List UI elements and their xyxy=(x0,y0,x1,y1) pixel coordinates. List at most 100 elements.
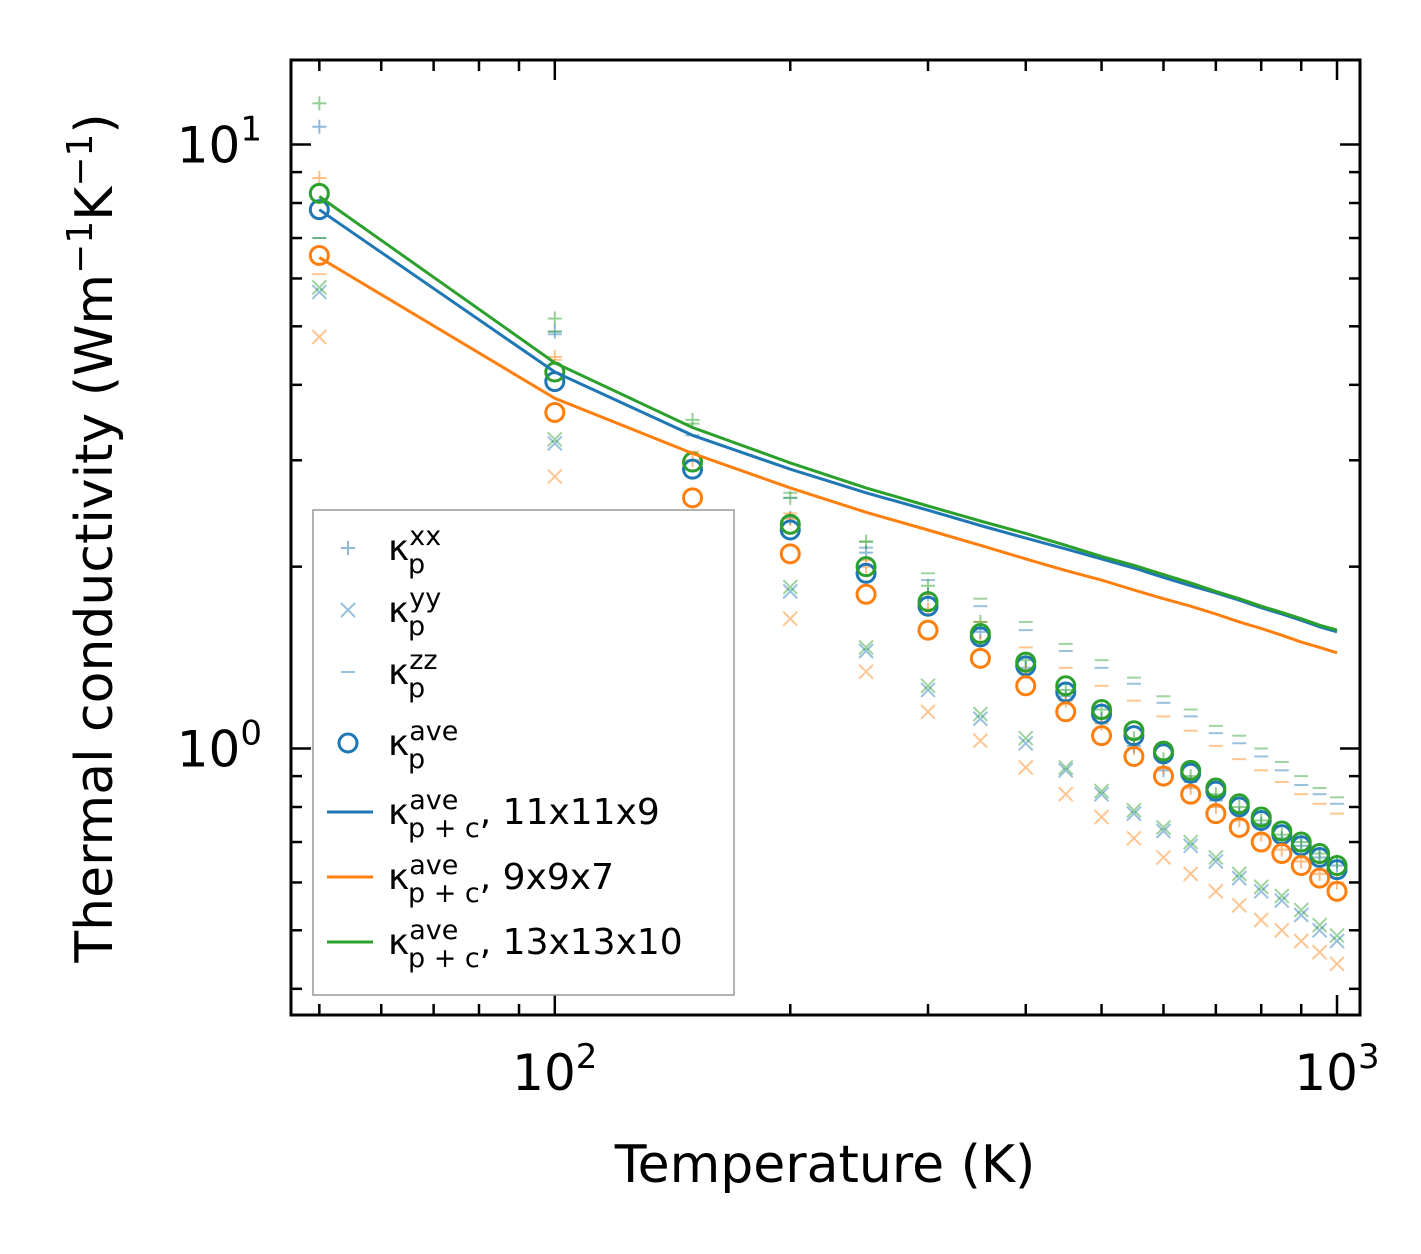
kyy-point-9x9x7-750-b xyxy=(1231,897,1247,913)
kyy-point-13x13x10-750 xyxy=(1231,866,1247,882)
kyy-point-11x11x9-50-b xyxy=(311,284,328,300)
kave-point-13x13x10-350 xyxy=(969,623,991,645)
kyy-point-9x9x7-400 xyxy=(1018,759,1034,776)
kxx-point-13x13x10-250 xyxy=(859,534,874,549)
kyy-point-11x11x9-200-a xyxy=(782,583,798,600)
kyy-point-13x13x10-800-a xyxy=(1253,879,1269,895)
kave-point-9x9x7-400 xyxy=(1015,675,1037,697)
kyy-point-9x9x7-100 xyxy=(547,468,563,485)
legend-circle-marker xyxy=(337,732,359,754)
kyy-point-13x13x10-50 xyxy=(311,279,328,296)
kyy-point-13x13x10-250-b xyxy=(858,639,874,656)
kyy-point-11x11x9-50-a xyxy=(311,284,328,300)
kyy-point-11x11x9-100-a xyxy=(547,435,563,452)
kyy-point-9x9x7-450-b xyxy=(1058,786,1074,802)
kave-point-9x9x7-150 xyxy=(682,487,704,509)
kyy-point-13x13x10-250-a xyxy=(858,639,874,656)
legend-box xyxy=(312,509,735,996)
kxx-point-13x13x10-100 xyxy=(547,311,562,326)
legend-entry-label: κzz p xyxy=(388,645,438,704)
kyy-point-11x11x9-850-b xyxy=(1274,892,1290,909)
kyy-point-9x9x7-750-a xyxy=(1231,897,1247,913)
kyy-point-13x13x10-700-a xyxy=(1208,849,1224,866)
kyy-point-13x13x10-500-b xyxy=(1093,783,1110,799)
kave-point-9x9x7-750 xyxy=(1228,816,1250,838)
kyy-point-9x9x7-450 xyxy=(1058,786,1074,802)
kyy-point-13x13x10-300 xyxy=(920,678,936,694)
kyy-point-11x11x9-650-b xyxy=(1182,838,1199,854)
axis-ticks: 102 103 100 101 xyxy=(177,60,1380,1102)
kyy-point-13x13x10-650-b xyxy=(1182,834,1199,850)
kyy-point-11x11x9-550-b xyxy=(1126,805,1142,822)
kave-point-13x13x10-450 xyxy=(1055,675,1077,697)
x-axis-label: Temperature (K) xyxy=(614,1135,1036,1195)
legend-entry-label: κave p + c, 13x13x10 xyxy=(388,915,683,974)
kyy-point-11x11x9-450-b xyxy=(1058,762,1074,779)
kyy-point-9x9x7-550-a xyxy=(1126,830,1142,847)
kyy-point-13x13x10-100-b xyxy=(547,431,563,448)
plot-frame xyxy=(289,58,1362,1017)
kyy-point-11x11x9-800 xyxy=(1253,883,1269,900)
kyy-point-9x9x7-100-b xyxy=(547,468,563,485)
kave-point-9x9x7-950 xyxy=(1309,867,1331,889)
kave-point-13x13x10-700 xyxy=(1205,777,1227,799)
kyy-point-9x9x7-1000-a xyxy=(1329,956,1345,972)
kyy-point-13x13x10-100-a xyxy=(547,431,563,448)
kyy-point-11x11x9-550-a xyxy=(1126,805,1142,822)
kyy-point-13x13x10-1000-b xyxy=(1329,927,1345,944)
kyy-point-11x11x9-950-a xyxy=(1311,922,1328,938)
data-marks xyxy=(308,96,1348,972)
kyy-point-13x13x10-450-b xyxy=(1058,759,1074,776)
kyy-point-11x11x9-500-b xyxy=(1093,786,1110,802)
kxx-point-13x13x10-150 xyxy=(685,412,700,427)
legend-cross-marker xyxy=(340,602,356,618)
kyy-point-9x9x7-550-b xyxy=(1126,830,1142,847)
kave-point-9x9x7-550 xyxy=(1123,745,1145,767)
kyy-point-9x9x7-350-a xyxy=(972,733,989,749)
kyy-point-9x9x7-550 xyxy=(1126,830,1142,847)
kyy-point-13x13x10-350-a xyxy=(972,706,989,722)
kyy-point-11x11x9-450-a xyxy=(1058,762,1074,779)
kyy-point-9x9x7-950 xyxy=(1311,944,1328,960)
kave-point-13x13x10-800 xyxy=(1250,806,1272,828)
kxx-point-13x13x10-200 xyxy=(783,490,798,505)
kave-point-9x9x7-300 xyxy=(917,619,939,641)
kyy-point-13x13x10-450 xyxy=(1058,759,1074,776)
kyy-point-11x11x9-300-a xyxy=(920,682,936,698)
kyy-point-11x11x9-900-a xyxy=(1293,907,1309,923)
kyy-point-9x9x7-650 xyxy=(1182,866,1199,882)
kave-point-11x11x9-250 xyxy=(855,562,877,584)
kxx-point-13x13x10-50 xyxy=(312,96,327,111)
kyy-point-9x9x7-1000-b xyxy=(1329,956,1345,972)
kave-point-13x13x10-500 xyxy=(1091,699,1113,721)
kyy-point-11x11x9-550 xyxy=(1126,805,1142,822)
kyy-point-11x11x9-800-b xyxy=(1253,883,1269,900)
kyy-point-9x9x7-300-b xyxy=(920,704,936,720)
kyy-point-13x13x10-1000-a xyxy=(1329,927,1345,944)
kyy-point-11x11x9-100 xyxy=(547,435,563,452)
kyy-point-13x13x10-400 xyxy=(1018,730,1034,746)
kave-point-9x9x7-50 xyxy=(308,244,330,266)
kyy-point-13x13x10-200-a xyxy=(782,579,798,595)
kyy-point-11x11x9-1000-a xyxy=(1329,933,1345,949)
kxx-point-13x13x10-300 xyxy=(921,578,936,593)
kave-point-13x13x10-250 xyxy=(855,556,877,578)
kyy-point-9x9x7-800 xyxy=(1253,912,1269,928)
kave-point-9x9x7-250 xyxy=(855,583,877,605)
kyy-point-9x9x7-600-a xyxy=(1155,849,1172,866)
kyy-point-13x13x10-300-b xyxy=(920,678,936,694)
kyy-point-13x13x10-1000 xyxy=(1329,927,1345,944)
kyy-point-13x13x10-600 xyxy=(1155,819,1172,836)
kyy-point-9x9x7-600 xyxy=(1155,849,1172,866)
kxx-point-9x9x7-50 xyxy=(312,171,327,186)
kyy-point-11x11x9-400-a xyxy=(1018,735,1034,751)
kave-point-9x9x7-800 xyxy=(1250,831,1272,853)
kyy-point-11x11x9-700-a xyxy=(1208,853,1224,870)
kyy-point-11x11x9-800-a xyxy=(1253,883,1269,900)
kave-point-9x9x7-100 xyxy=(544,401,566,423)
kyy-point-13x13x10-950-b xyxy=(1311,917,1328,933)
kave-point-11x11x9-450 xyxy=(1055,681,1077,703)
kyy-point-11x11x9-200 xyxy=(782,583,798,600)
kave-point-13x13x10-600 xyxy=(1152,740,1174,762)
kyy-point-11x11x9-600-b xyxy=(1155,823,1172,839)
